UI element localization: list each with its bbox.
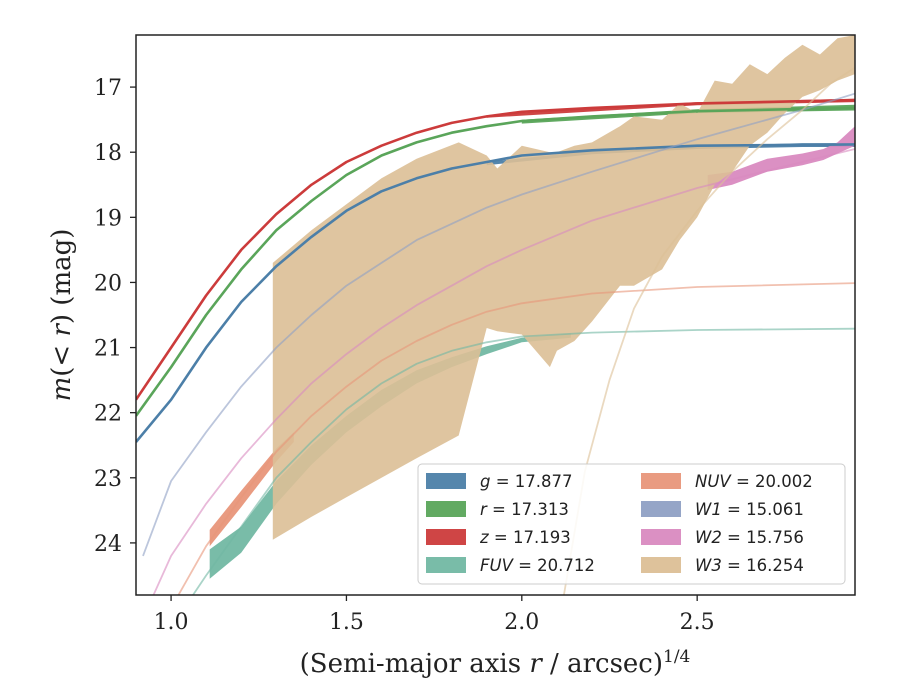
y-tick-label-17: 17 <box>94 76 122 101</box>
y-tick-label-23: 23 <box>94 467 122 492</box>
legend-swatch-r <box>426 501 466 517</box>
line-g <box>136 143 855 443</box>
axes: 1.0 1.5 2.0 2.5 17 18 19 20 21 22 23 24 <box>94 76 715 635</box>
legend-swatch-g <box>426 473 466 489</box>
line-nuv <box>177 282 855 595</box>
y-tick-label-21: 21 <box>94 337 122 362</box>
legend-box <box>417 463 846 585</box>
plot-area <box>136 35 855 595</box>
legend-label-nuv: NUV = 20.002 <box>695 472 813 491</box>
plot-frame <box>135 34 856 596</box>
y-tick-label-20: 20 <box>94 271 122 296</box>
legend-swatch-z <box>426 529 466 545</box>
x-tick-label-1-5: 1.5 <box>329 610 364 635</box>
legend-label-w2: W2 = 15.756 <box>695 528 804 547</box>
x-tick-label-1-0: 1.0 <box>154 610 189 635</box>
line-r <box>136 106 855 417</box>
x-tick-label-2-5: 2.5 <box>680 610 715 635</box>
line-w2 <box>152 148 855 595</box>
legend-label-w1: W1 = 15.061 <box>695 500 804 519</box>
line-fuv <box>191 327 855 595</box>
y-tick-label-18: 18 <box>94 141 122 166</box>
band-w2 <box>707 126 855 190</box>
legend-label-r: r = 17.313 <box>480 500 569 519</box>
legend-label-z: z = 17.193 <box>479 528 571 547</box>
band-nuv <box>209 432 294 547</box>
legend-label-g: g = 17.877 <box>480 472 573 491</box>
line-z <box>136 98 855 401</box>
y-tick-label-19: 19 <box>94 206 122 231</box>
legend-swatch-w3 <box>641 557 681 573</box>
legend-swatch-w2 <box>641 529 681 545</box>
legend-label-fuv: FUV = 20.712 <box>480 556 595 575</box>
legend: g = 17.877 r = 17.313 z = 17.193 FUV = 20.7… <box>417 463 846 585</box>
legend-swatch-fuv <box>426 557 466 573</box>
band-w3 <box>272 35 855 540</box>
line-w1 <box>142 92 855 557</box>
line-w3 <box>563 66 855 595</box>
legend-label-w3: W3 = 16.254 <box>695 556 804 575</box>
y-tick-label-24: 24 <box>94 532 122 557</box>
x-tick-label-2-0: 2.0 <box>504 610 539 635</box>
legend-swatch-nuv <box>641 473 681 489</box>
legend-swatch-w1 <box>641 501 681 517</box>
y-axis-title: m(< r) (mag) <box>47 229 77 402</box>
y-tick-label-22: 22 <box>94 402 122 427</box>
x-axis-title: (Semi-major axis r / arcsec)1/4 <box>300 647 691 679</box>
